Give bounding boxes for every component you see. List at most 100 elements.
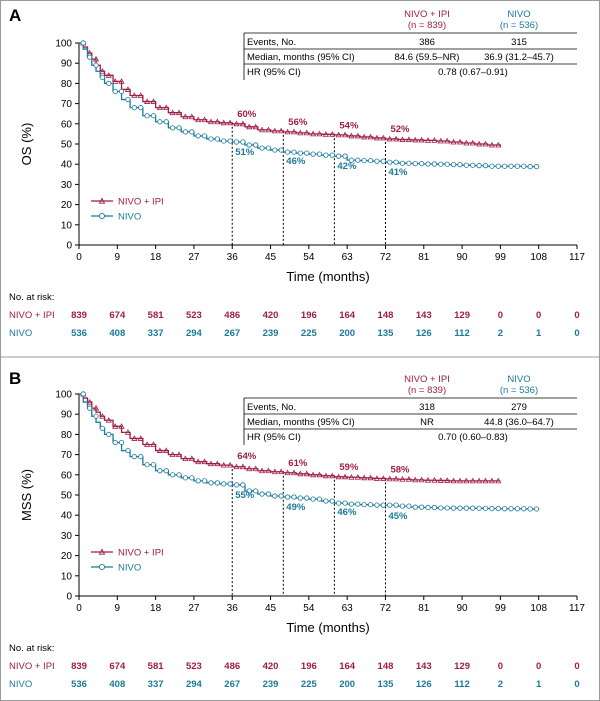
censor-mark: [150, 113, 157, 119]
censor-mark: [431, 161, 438, 167]
censor-mark: [105, 417, 112, 423]
censor-mark: [502, 163, 508, 169]
censor-mark: [99, 412, 106, 419]
censor-mark: [272, 493, 278, 499]
censor-mark: [176, 472, 182, 478]
risk-value-mono: 0: [574, 328, 579, 339]
censor-mark: [463, 162, 469, 168]
censor-mark: [373, 475, 381, 481]
landmark-label-mono: 41%: [388, 167, 408, 178]
risk-value-mono: 408: [109, 679, 125, 690]
censor-mark: [106, 80, 112, 87]
x-tick-label: 18: [150, 603, 162, 614]
censor-mark: [514, 506, 521, 512]
censor-mark: [188, 455, 195, 462]
table-row-label: Events, No.: [247, 37, 296, 48]
risk-value-combo: 164: [339, 661, 356, 672]
censor-mark: [335, 473, 342, 480]
censor-mark: [463, 505, 469, 511]
censor-mark: [131, 454, 137, 460]
x-tick-label: 108: [530, 603, 547, 614]
y-tick-label: 10: [61, 220, 73, 231]
censor-mark: [182, 455, 189, 462]
censor-mark: [157, 119, 163, 125]
censor-mark: [182, 129, 189, 135]
censor-mark: [399, 160, 406, 166]
y-tick-label: 50: [61, 491, 73, 502]
censor-mark: [170, 125, 176, 131]
censor-mark: [412, 160, 418, 167]
risk-value-combo: 143: [416, 310, 432, 321]
censor-mark: [316, 130, 323, 137]
censor-mark: [189, 475, 195, 481]
censor-mark: [93, 413, 99, 419]
censor-mark: [488, 477, 495, 484]
x-tick-label: 72: [380, 252, 392, 263]
x-tick-label: 72: [380, 603, 392, 614]
censor-mark: [419, 160, 425, 167]
landmark-label-mono: 49%: [286, 502, 306, 513]
x-tick-label: 117: [569, 252, 585, 263]
censor-mark: [374, 158, 380, 164]
table-cell-combo: 318: [419, 402, 435, 413]
censor-mark: [393, 475, 400, 482]
censor-mark: [125, 447, 131, 454]
censor-mark: [207, 118, 215, 125]
censor-mark: [131, 435, 138, 441]
censor-mark: [246, 142, 252, 148]
censor-mark: [220, 461, 227, 468]
censor-mark: [310, 471, 317, 478]
censor-mark: [457, 505, 463, 511]
censor-mark: [87, 54, 93, 60]
risk-value-mono: 267: [224, 679, 240, 690]
censor-mark: [335, 131, 342, 138]
censor-mark: [342, 153, 348, 159]
risk-title: No. at risk:: [9, 292, 54, 303]
risk-value-combo: 523: [186, 310, 202, 321]
censor-mark: [412, 136, 419, 143]
censor-mark: [533, 506, 540, 512]
risk-value-combo: 0: [498, 661, 503, 672]
x-tick-label: 9: [115, 603, 121, 614]
censor-mark: [393, 135, 400, 142]
risk-value-combo: 129: [454, 661, 470, 672]
censor-mark: [144, 113, 150, 119]
risk-value-combo: 148: [378, 310, 394, 321]
censor-mark: [175, 109, 183, 116]
censor-mark: [86, 398, 93, 405]
censor-mark: [221, 138, 227, 144]
censor-mark: [176, 125, 182, 131]
legend-label-mono: NIVO: [118, 212, 141, 223]
y-tick-label: 90: [61, 410, 73, 421]
censor-mark: [265, 126, 272, 133]
censor-mark: [405, 136, 412, 142]
risk-value-mono: 337: [148, 328, 164, 339]
y-tick-label: 70: [61, 450, 73, 461]
x-axis-label: Time (months): [286, 269, 369, 284]
risk-value-mono: 112: [454, 679, 469, 690]
censor-mark: [253, 142, 259, 148]
landmark-label-mono: 46%: [286, 156, 306, 167]
landmark-label-mono: 46%: [337, 507, 357, 518]
censor-mark: [201, 478, 208, 484]
censor-mark: [508, 163, 514, 169]
risk-value-combo: 164: [339, 310, 356, 321]
x-tick-label: 9: [115, 252, 121, 263]
risk-value-mono: 0: [574, 679, 579, 690]
censor-mark: [418, 136, 425, 143]
y-tick-label: 60: [61, 470, 73, 481]
risk-value-mono: 112: [454, 328, 469, 339]
censor-mark: [469, 477, 476, 484]
censor-mark: [150, 462, 157, 468]
x-tick-label: 0: [76, 603, 82, 614]
censor-mark: [348, 157, 355, 163]
censor-mark: [316, 151, 323, 157]
x-tick-label: 90: [457, 252, 469, 263]
risk-value-combo: 581: [148, 661, 165, 672]
landmark-label-combo: 60%: [237, 109, 257, 120]
y-axis-label: OS (%): [19, 123, 34, 166]
panel-letter: B: [9, 369, 21, 388]
censor-mark: [278, 147, 284, 153]
censor-mark: [514, 163, 521, 169]
